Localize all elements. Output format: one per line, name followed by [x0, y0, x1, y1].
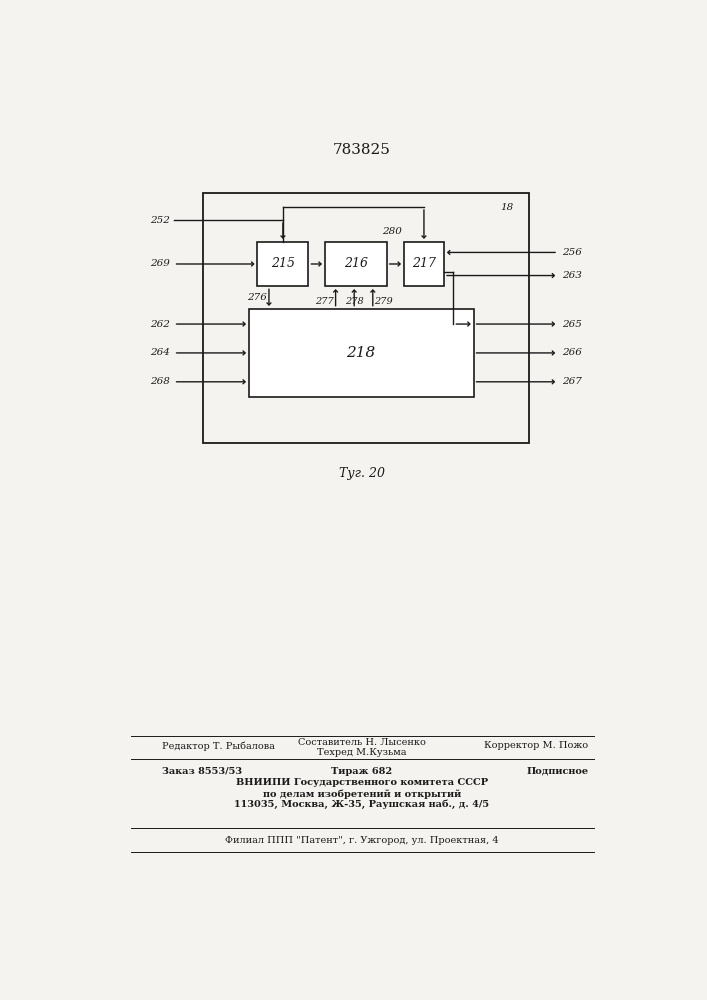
Text: 278: 278 [345, 297, 363, 306]
Text: Редактор Т. Рыбалова: Редактор Т. Рыбалова [162, 741, 275, 751]
Text: 263: 263 [562, 271, 582, 280]
Text: 256: 256 [562, 248, 582, 257]
Text: Тираж 682: Тираж 682 [332, 767, 392, 776]
Text: 216: 216 [344, 257, 368, 270]
Text: 252: 252 [150, 216, 170, 225]
Text: 266: 266 [562, 348, 582, 357]
Text: 268: 268 [150, 377, 170, 386]
Text: 280: 280 [382, 227, 402, 235]
Text: ВНИИПИ Государственного комитета СССР: ВНИИПИ Государственного комитета СССР [236, 778, 488, 787]
Text: Филиал ППП "Патент", г. Ужгород, ул. Проектная, 4: Филиал ППП "Патент", г. Ужгород, ул. Про… [225, 836, 498, 845]
Text: Составитель Н. Лысенко: Составитель Н. Лысенко [298, 738, 426, 747]
Text: 277: 277 [315, 297, 334, 306]
Text: Корректор М. Пожо: Корректор М. Пожо [484, 741, 588, 750]
Text: по делам изобретений и открытий: по делам изобретений и открытий [263, 789, 461, 799]
Bar [257, 242, 308, 286]
Text: 218: 218 [346, 346, 376, 360]
Text: 113035, Москва, Ж-35, Раушская наб., д. 4/5: 113035, Москва, Ж-35, Раушская наб., д. … [235, 800, 489, 809]
Bar [249, 309, 474, 397]
Text: Техред М.Кузьма: Техред М.Кузьма [317, 748, 407, 757]
Text: Подписное: Подписное [526, 767, 588, 776]
Text: Заказ 8553/53: Заказ 8553/53 [162, 767, 242, 776]
Text: 264: 264 [150, 348, 170, 357]
Text: 267: 267 [562, 377, 582, 386]
Text: 217: 217 [412, 257, 436, 270]
Text: 783825: 783825 [333, 143, 391, 157]
Text: 265: 265 [562, 320, 582, 329]
Bar [203, 193, 529, 443]
Text: Τуг. 20: Τуг. 20 [339, 466, 385, 480]
Text: 215: 215 [271, 257, 295, 270]
Bar [404, 242, 444, 286]
Text: 18: 18 [501, 203, 513, 212]
Text: 262: 262 [150, 320, 170, 329]
Text: 276: 276 [247, 293, 267, 302]
Text: 269: 269 [150, 259, 170, 268]
Text: 279: 279 [374, 297, 393, 306]
Bar [325, 242, 387, 286]
